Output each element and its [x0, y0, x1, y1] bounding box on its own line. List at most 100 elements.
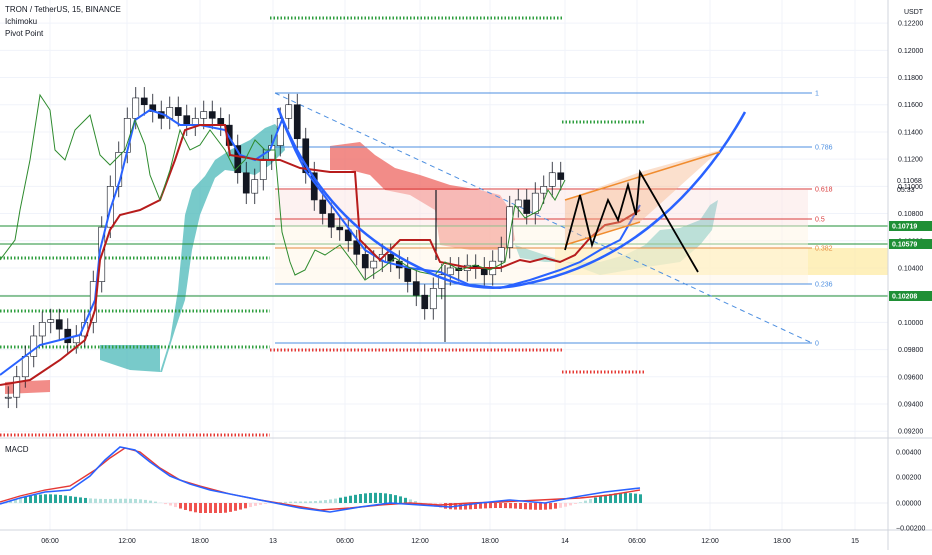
macd-histogram-bar [44, 494, 47, 503]
macd-histogram-bar [559, 503, 562, 508]
macd-histogram-bar [404, 498, 407, 503]
macd-histogram-bar [179, 503, 182, 509]
macd-histogram-bar [189, 503, 192, 511]
legend-pivot-point[interactable]: Pivot Point [5, 28, 43, 40]
price-candle [422, 295, 428, 309]
macd-histogram-bar [199, 503, 202, 513]
macd-histogram-bar [624, 493, 627, 503]
macd-histogram-bar [29, 496, 32, 503]
macd-histogram-bar [224, 503, 227, 513]
price-candle [175, 107, 181, 115]
price-tick-label: 0.12000 [898, 48, 923, 55]
macd-histogram-bar [549, 503, 552, 509]
macd-histogram-bar [544, 503, 547, 510]
macd-histogram-bar [164, 503, 167, 504]
fib-level-label: 0.382 [815, 246, 833, 253]
price-tick-label: 0.09400 [898, 401, 923, 408]
price-tick-label: 0.12200 [898, 21, 923, 28]
macd-histogram-bar [219, 503, 222, 513]
price-candle [201, 112, 207, 119]
macd-histogram-bar [149, 501, 152, 503]
macd-histogram-bar [304, 501, 307, 503]
macd-histogram-bar [229, 503, 232, 512]
price-candle [328, 214, 334, 228]
fib-level-label: 1 [815, 91, 819, 98]
macd-histogram-bar [529, 503, 532, 510]
macd-histogram-bar [259, 503, 262, 505]
macd-histogram-bar [69, 496, 72, 503]
price-candle [133, 98, 139, 118]
time-tick-label: 12:00 [701, 538, 719, 545]
macd-histogram-bar [89, 498, 92, 503]
macd-histogram-bar [384, 493, 387, 503]
macd-histogram-bar [284, 502, 287, 503]
macd-tick-label: 0.00400 [896, 450, 921, 457]
time-tick-label: 06:00 [41, 538, 59, 545]
macd-histogram-bar [324, 500, 327, 503]
macd-histogram-bar [364, 493, 367, 503]
macd-histogram-bar [314, 501, 317, 503]
price-tick-label: 0.10000 [898, 320, 923, 327]
time-tick-label: 06:00 [628, 538, 646, 545]
macd-label[interactable]: MACD [5, 444, 29, 456]
price-tag-value: 0.10208 [892, 294, 917, 301]
currency-label: USDT [904, 9, 924, 16]
macd-histogram-bar [569, 503, 572, 505]
price-tick-label: 0.10800 [898, 211, 923, 218]
macd-histogram-bar [584, 501, 587, 503]
price-tick-label: 0.10400 [898, 265, 923, 272]
macd-histogram-bar [144, 500, 147, 503]
macd-histogram-bar [379, 493, 382, 503]
price-candle [209, 112, 215, 119]
price-candle [260, 159, 266, 179]
macd-histogram-bar [64, 496, 67, 503]
macd-histogram-bar [594, 497, 597, 503]
macd-histogram-bar [634, 494, 637, 503]
price-candle [14, 377, 20, 397]
macd-histogram-bar [139, 499, 142, 503]
macd-histogram-bar [334, 499, 337, 503]
macd-histogram-bar [204, 503, 207, 513]
price-candle [507, 207, 513, 248]
price-candle [22, 356, 28, 376]
macd-histogram-bar [254, 503, 257, 506]
fib-level-label: 0.5 [815, 217, 825, 224]
macd-histogram-bar [579, 502, 582, 503]
macd-histogram-bar [514, 503, 517, 509]
legend-ichimoku[interactable]: Ichimoku [5, 16, 37, 28]
macd-histogram-bar [619, 493, 622, 503]
time-tick-label: 12:00 [118, 538, 136, 545]
time-tick-label: 13 [269, 538, 277, 545]
price-candle [532, 193, 538, 213]
macd-histogram-bar [394, 495, 397, 503]
macd-histogram-bar [389, 494, 392, 503]
time-tick-label: 12:00 [411, 538, 429, 545]
price-candle [286, 105, 292, 119]
price-tag-value: 0.10579 [892, 242, 917, 249]
time-tick-label: 15 [851, 538, 859, 545]
price-candle [252, 180, 258, 194]
macd-histogram-bar [24, 497, 27, 503]
macd-histogram-bar [34, 495, 37, 503]
macd-histogram-bar [239, 503, 242, 510]
price-candle [65, 329, 71, 343]
macd-histogram-bar [74, 497, 77, 503]
time-tick-label: 06:00 [336, 538, 354, 545]
fib-level-label: 0 [815, 341, 819, 348]
macd-histogram-bar [234, 503, 237, 511]
price-candle [31, 336, 37, 356]
macd-histogram-bar [289, 502, 292, 503]
price-candle [549, 173, 555, 187]
price-candle [320, 200, 326, 214]
price-tag-value: 0.10719 [892, 224, 917, 231]
macd-histogram-bar [194, 503, 197, 512]
macd-histogram-bar [344, 497, 347, 503]
price-tick-label: 0.11200 [898, 157, 923, 164]
fib-level-label: 0.236 [815, 282, 833, 289]
macd-histogram-bar [554, 503, 557, 509]
price-tag-time: 05:33 [897, 187, 915, 194]
macd-tick-label: 0.00000 [896, 501, 921, 508]
macd-histogram-bar [114, 499, 117, 503]
